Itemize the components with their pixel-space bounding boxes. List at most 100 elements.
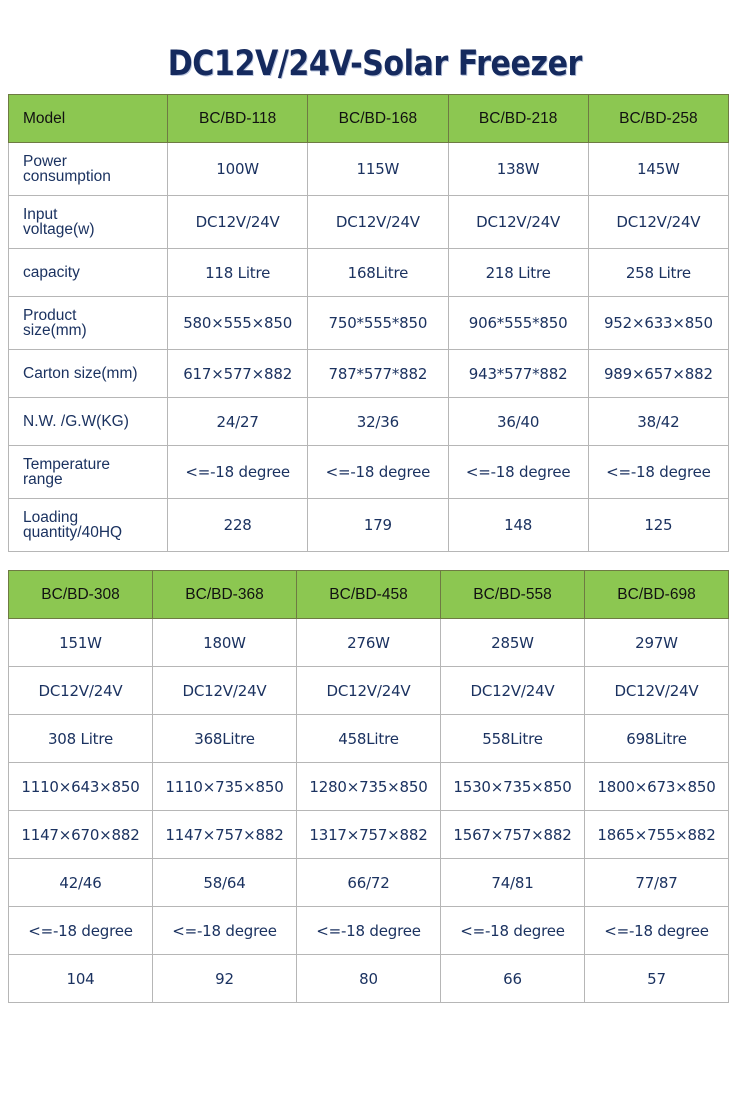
table-two-header: BC/BD-308 BC/BD-368 BC/BD-458 BC/BD-558 …: [8, 570, 729, 619]
header-cell-model-4: BC/BD-698: [584, 570, 729, 619]
table-row: Loading quantity/40HQ 228 179 148 125: [8, 498, 730, 552]
cell-temperature-1: <=-18 degree: [152, 906, 297, 955]
cell-capacity-1: 168Litre: [307, 248, 449, 297]
cell-carton-size-4: 1865×755×882: [584, 810, 729, 859]
cell-capacity-2: 218 Litre: [447, 248, 589, 297]
cell-temperature-2: <=-18 degree: [296, 906, 441, 955]
cell-weight-2: 36/40: [447, 397, 589, 446]
row-label-line-2: voltage(w): [23, 221, 95, 238]
header-cell-model-1: BC/BD-368: [152, 570, 297, 619]
cell-weight-2: 66/72: [296, 858, 441, 907]
cell-voltage-4: DC12V/24V: [584, 666, 729, 715]
cell-capacity-3: 258 Litre: [587, 248, 730, 297]
row-label-line-2: size(mm): [23, 322, 87, 339]
row-label-carton-size: Carton size(mm): [8, 349, 168, 398]
cell-product-size-4: 1800×673×850: [584, 762, 729, 811]
cell-carton-size-0: 617×577×882: [166, 349, 309, 398]
table-row: 1147×670×882 1147×757×882 1317×757×882 1…: [8, 810, 729, 859]
cell-carton-size-2: 1317×757×882: [296, 810, 441, 859]
page-title-container: DC12V/24V-Solar Freezer: [0, 0, 750, 94]
table-row: 104 92 80 66 57: [8, 954, 729, 1003]
cell-voltage-3: DC12V/24V: [587, 195, 730, 249]
cell-power-2: 138W: [447, 142, 589, 196]
header-cell-model-3: BC/BD-258: [587, 94, 730, 143]
cell-product-size-2: 906*555*850: [447, 296, 589, 350]
table-row: 1110×643×850 1110×735×850 1280×735×850 1…: [8, 762, 729, 811]
row-label-net-gross-weight: N.W. /G.W(KG): [8, 397, 168, 446]
cell-loading-4: 57: [584, 954, 729, 1003]
cell-carton-size-1: 787*577*882: [307, 349, 449, 398]
table-row: Product size(mm) 580×555×850 750*555*850…: [8, 296, 730, 350]
table-header-row: Model BC/BD-118 BC/BD-168 BC/BD-218 BC/B…: [8, 94, 730, 143]
table-row: DC12V/24V DC12V/24V DC12V/24V DC12V/24V …: [8, 666, 729, 715]
cell-temperature-3: <=-18 degree: [440, 906, 585, 955]
cell-loading-3: 125: [587, 498, 730, 552]
table-row: <=-18 degree <=-18 degree <=-18 degree <…: [8, 906, 729, 955]
cell-voltage-3: DC12V/24V: [440, 666, 585, 715]
table-row: 42/46 58/64 66/72 74/81 77/87: [8, 858, 729, 907]
cell-weight-0: 42/46: [8, 858, 153, 907]
row-label-line-2: range: [23, 471, 63, 488]
table-row: Input voltage(w) DC12V/24V DC12V/24V DC1…: [8, 195, 730, 249]
cell-power-1: 115W: [307, 142, 449, 196]
row-label-line-1: Carton size(mm): [23, 364, 138, 382]
table-row: 151W 180W 276W 285W 297W: [8, 618, 729, 667]
table-row: Temperature range <=-18 degree <=-18 deg…: [8, 445, 730, 499]
header-cell-model-label: Model: [8, 94, 168, 143]
row-label-line-1: Temperature: [23, 455, 111, 473]
table-one-body: Power consumption 100W 115W 138W 145W In…: [8, 142, 730, 552]
cell-product-size-0: 1110×643×850: [8, 762, 153, 811]
row-label-line-1: Product: [23, 306, 77, 324]
cell-voltage-0: DC12V/24V: [8, 666, 153, 715]
cell-voltage-2: DC12V/24V: [447, 195, 589, 249]
cell-capacity-2: 458Litre: [296, 714, 441, 763]
cell-product-size-3: 1530×735×850: [440, 762, 585, 811]
table-two-body: 151W 180W 276W 285W 297W DC12V/24V DC12V…: [8, 618, 729, 1003]
cell-power-0: 100W: [166, 142, 309, 196]
cell-power-3: 145W: [587, 142, 730, 196]
page-title: DC12V/24V-Solar Freezer: [167, 44, 583, 84]
row-label-product-size: Product size(mm): [8, 296, 168, 350]
table-row: 308 Litre 368Litre 458Litre 558Litre 698…: [8, 714, 729, 763]
row-label-input-voltage: Input voltage(w): [8, 195, 168, 249]
row-label-power-consumption: Power consumption: [8, 142, 168, 196]
cell-weight-1: 32/36: [307, 397, 449, 446]
cell-power-0: 151W: [8, 618, 153, 667]
cell-power-4: 297W: [584, 618, 729, 667]
row-label-line-2: consumption: [23, 168, 111, 185]
cell-weight-4: 77/87: [584, 858, 729, 907]
row-label-line-1: Loading: [23, 508, 79, 526]
cell-loading-1: 92: [152, 954, 297, 1003]
cell-loading-2: 148: [447, 498, 589, 552]
cell-weight-3: 74/81: [440, 858, 585, 907]
cell-carton-size-2: 943*577*882: [447, 349, 589, 398]
cell-loading-1: 179: [307, 498, 449, 552]
cell-capacity-4: 698Litre: [584, 714, 729, 763]
cell-temperature-0: <=-18 degree: [166, 445, 309, 499]
table-row: Power consumption 100W 115W 138W 145W: [8, 142, 730, 196]
row-label-line-1: capacity: [23, 263, 80, 281]
table-row: N.W. /G.W(KG) 24/27 32/36 36/40 38/42: [8, 397, 730, 446]
table-one-header: Model BC/BD-118 BC/BD-168 BC/BD-218 BC/B…: [8, 94, 730, 143]
cell-loading-2: 80: [296, 954, 441, 1003]
row-label-temperature-range: Temperature range: [8, 445, 168, 499]
cell-weight-0: 24/27: [166, 397, 309, 446]
header-cell-model-2: BC/BD-218: [447, 94, 589, 143]
cell-power-1: 180W: [152, 618, 297, 667]
cell-temperature-2: <=-18 degree: [447, 445, 589, 499]
cell-loading-0: 228: [166, 498, 309, 552]
cell-product-size-3: 952×633×850: [587, 296, 730, 350]
cell-weight-3: 38/42: [587, 397, 730, 446]
spec-table-models-308-698: BC/BD-308 BC/BD-368 BC/BD-458 BC/BD-558 …: [8, 570, 729, 1003]
table-header-row: BC/BD-308 BC/BD-368 BC/BD-458 BC/BD-558 …: [8, 570, 729, 619]
cell-capacity-1: 368Litre: [152, 714, 297, 763]
row-label-line-1: Power: [23, 152, 67, 170]
header-cell-model-3: BC/BD-558: [440, 570, 585, 619]
cell-temperature-4: <=-18 degree: [584, 906, 729, 955]
cell-capacity-0: 308 Litre: [8, 714, 153, 763]
cell-product-size-0: 580×555×850: [166, 296, 309, 350]
header-cell-model-2: BC/BD-458: [296, 570, 441, 619]
cell-carton-size-3: 1567×757×882: [440, 810, 585, 859]
cell-temperature-3: <=-18 degree: [587, 445, 730, 499]
cell-carton-size-0: 1147×670×882: [8, 810, 153, 859]
